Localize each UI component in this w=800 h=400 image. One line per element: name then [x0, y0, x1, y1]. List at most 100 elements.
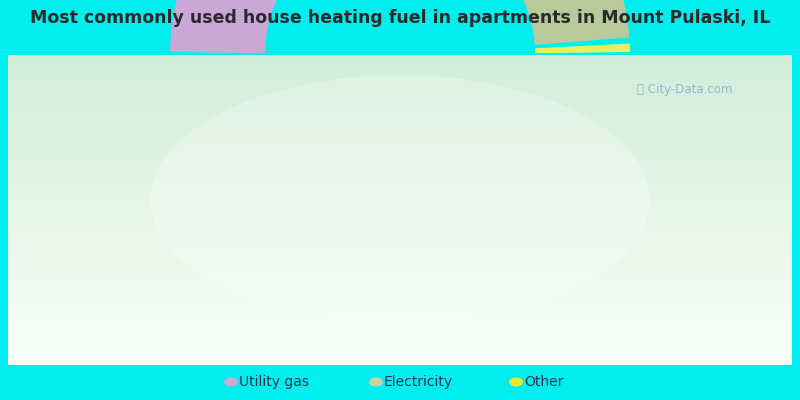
Bar: [8, 334, 792, 336]
Bar: [8, 206, 792, 208]
Bar: [8, 329, 792, 331]
Bar: [8, 313, 792, 315]
Bar: [8, 216, 792, 218]
Bar: [8, 323, 792, 325]
Bar: [8, 132, 792, 134]
Bar: [8, 107, 792, 109]
Bar: [8, 180, 792, 182]
Bar: [8, 330, 792, 332]
Bar: [8, 259, 792, 261]
Bar: [8, 192, 792, 194]
Bar: [8, 234, 792, 236]
Bar: [8, 150, 792, 153]
Bar: [8, 129, 792, 131]
Bar: [8, 344, 792, 346]
Bar: [8, 239, 792, 241]
Bar: [8, 144, 792, 146]
Bar: [8, 54, 792, 56]
Bar: [8, 245, 792, 247]
Bar: [8, 226, 792, 228]
Bar: [8, 346, 792, 348]
Bar: [8, 143, 792, 145]
Bar: [8, 274, 792, 277]
Bar: [8, 357, 792, 359]
Bar: [8, 315, 792, 317]
Bar: [8, 102, 792, 105]
Bar: [8, 200, 792, 202]
Bar: [8, 185, 792, 187]
Bar: [8, 214, 792, 216]
Bar: [8, 120, 792, 122]
Bar: [8, 354, 792, 356]
Bar: [8, 350, 792, 353]
Bar: [8, 267, 792, 269]
Bar: [8, 343, 792, 345]
Bar: [8, 75, 792, 77]
Bar: [8, 189, 792, 192]
Bar: [8, 258, 792, 260]
Bar: [8, 352, 792, 354]
Bar: [8, 141, 792, 143]
Bar: [8, 168, 792, 170]
Bar: [8, 363, 792, 365]
Bar: [8, 58, 792, 60]
Bar: [8, 251, 792, 254]
Bar: [8, 88, 792, 91]
Bar: [8, 56, 792, 58]
Bar: [8, 320, 792, 322]
Bar: [8, 310, 792, 312]
Bar: [8, 70, 792, 72]
Bar: [8, 121, 792, 123]
Bar: [8, 208, 792, 210]
Bar: [8, 358, 792, 360]
Bar: [8, 253, 792, 255]
Bar: [8, 191, 792, 193]
Bar: [8, 233, 792, 235]
Wedge shape: [535, 44, 630, 53]
Bar: [8, 324, 792, 326]
Bar: [8, 312, 792, 314]
Bar: [8, 278, 792, 280]
Bar: [8, 162, 792, 164]
Bar: [8, 349, 792, 351]
Bar: [8, 279, 792, 281]
Text: Utility gas: Utility gas: [239, 375, 309, 389]
Bar: [8, 100, 792, 102]
Bar: [8, 90, 792, 92]
Bar: [8, 62, 792, 64]
Bar: [8, 124, 792, 126]
Bar: [8, 169, 792, 171]
Bar: [8, 292, 792, 294]
Bar: [8, 316, 792, 318]
Bar: [8, 360, 792, 362]
Bar: [8, 146, 792, 148]
Bar: [8, 177, 792, 179]
Bar: [8, 199, 792, 201]
Bar: [8, 96, 792, 98]
Bar: [8, 211, 792, 213]
Bar: [8, 118, 792, 120]
Bar: [8, 72, 792, 74]
Bar: [8, 135, 792, 137]
Bar: [8, 332, 792, 334]
Wedge shape: [423, 0, 630, 45]
Bar: [8, 138, 792, 140]
Bar: [8, 254, 792, 256]
Wedge shape: [170, 0, 433, 53]
Bar: [8, 335, 792, 337]
Bar: [8, 158, 792, 160]
Bar: [8, 115, 792, 117]
Bar: [8, 163, 792, 165]
Bar: [8, 224, 792, 226]
Ellipse shape: [369, 378, 383, 386]
Bar: [8, 109, 792, 111]
Bar: [8, 306, 792, 308]
Bar: [8, 288, 792, 290]
Bar: [8, 164, 792, 166]
Bar: [8, 213, 792, 215]
Bar: [8, 264, 792, 266]
Bar: [8, 157, 792, 159]
Bar: [8, 281, 792, 283]
Bar: [8, 327, 792, 329]
Bar: [8, 123, 792, 125]
